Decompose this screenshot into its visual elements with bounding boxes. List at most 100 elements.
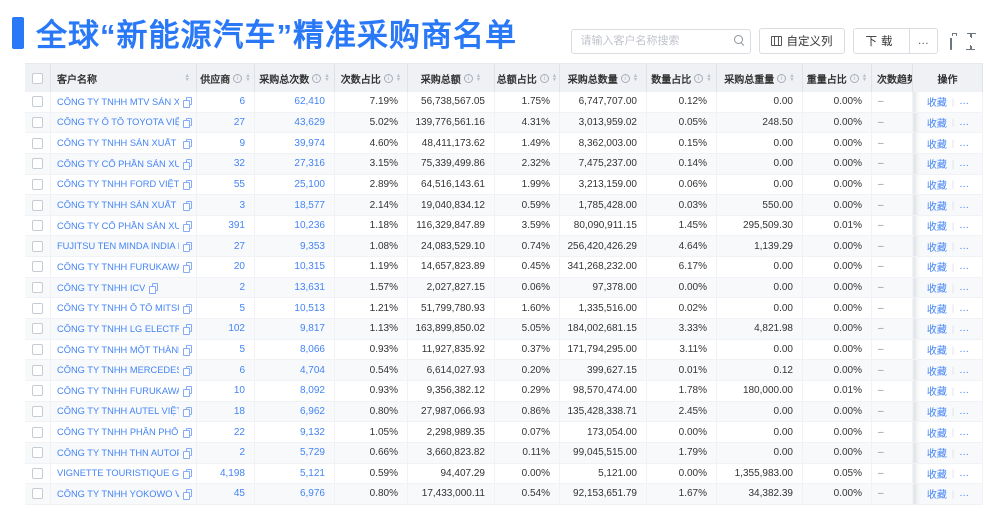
row-more-link[interactable]: …: [959, 199, 970, 211]
copy-icon[interactable]: [183, 427, 192, 439]
favorite-link[interactable]: 收藏: [926, 449, 947, 461]
copy-icon[interactable]: [183, 303, 192, 315]
row-checkbox[interactable]: [32, 220, 43, 232]
header-checkbox[interactable]: [32, 72, 43, 84]
customer-name-link[interactable]: FUJITSU TEN MINDA INDIA PVT...: [57, 241, 179, 252]
customer-name-link[interactable]: CÔNG TY CỔ PHẦN SẢN XUẤT...: [57, 220, 179, 231]
customer-name-link[interactable]: CÔNG TY TNHH FURUKAWA A...: [57, 261, 179, 272]
row-more-link[interactable]: …: [959, 137, 970, 149]
copy-icon[interactable]: [183, 221, 192, 232]
row-more-link[interactable]: …: [959, 96, 970, 108]
cell-value-link[interactable]: 39,974: [294, 137, 325, 149]
sort-icon[interactable]: ▲ ▼: [633, 73, 638, 83]
row-more-link[interactable]: …: [959, 302, 970, 314]
row-more-link[interactable]: …: [959, 116, 970, 128]
column-header-weight_pct[interactable]: 重量占比 i ▲ ▼: [803, 64, 872, 92]
row-more-link[interactable]: …: [959, 364, 970, 376]
customer-name-link[interactable]: CÔNG TY TNHH SẢN XUẤT VÀ ...: [57, 200, 179, 211]
search-icon[interactable]: [733, 34, 743, 44]
cell-value-link[interactable]: 5,121: [299, 467, 325, 479]
favorite-link[interactable]: 收藏: [926, 139, 947, 151]
row-more-link[interactable]: …: [959, 282, 970, 294]
download-more-button[interactable]: …: [908, 29, 937, 53]
favorite-link[interactable]: 收藏: [926, 490, 947, 502]
row-checkbox[interactable]: [32, 344, 43, 355]
copy-icon[interactable]: [149, 283, 159, 294]
row-checkbox[interactable]: [32, 364, 43, 376]
copy-icon[interactable]: [183, 345, 192, 356]
row-more-link[interactable]: …: [959, 467, 970, 479]
cell-value-link[interactable]: 10,236: [294, 220, 325, 232]
row-checkbox[interactable]: [32, 302, 43, 314]
column-header-qty_pct[interactable]: 数量占比 i ▲ ▼: [647, 64, 717, 92]
sort-icon[interactable]: ▲ ▼: [185, 73, 190, 83]
favorite-link[interactable]: 收藏: [926, 346, 947, 357]
favorite-link[interactable]: 收藏: [926, 407, 947, 419]
row-checkbox[interactable]: [32, 240, 43, 252]
sort-icon[interactable]: ▲ ▼: [789, 73, 794, 83]
customize-columns-button[interactable]: 自定义列: [758, 28, 845, 54]
cell-value-link[interactable]: 10: [233, 385, 245, 397]
info-icon[interactable]: i: [463, 73, 473, 83]
copy-icon[interactable]: [183, 241, 192, 253]
row-checkbox[interactable]: [32, 158, 43, 170]
row-checkbox[interactable]: [32, 447, 43, 459]
sort-icon[interactable]: ▲ ▼: [706, 73, 711, 83]
info-icon[interactable]: i: [233, 73, 243, 83]
column-header-weight[interactable]: 采购总重量 i ▲ ▼: [717, 64, 803, 92]
customer-name-link[interactable]: CÔNG TY TNHH PHÂN PHỐI T...: [57, 427, 179, 438]
cell-value-link[interactable]: 18,577: [294, 199, 325, 211]
cell-value-link[interactable]: 45: [233, 488, 245, 500]
row-checkbox[interactable]: [32, 488, 43, 500]
cell-value-link[interactable]: 32: [233, 158, 245, 170]
customer-name-link[interactable]: CÔNG TY TNHH THN AUTOPAR...: [57, 447, 179, 458]
copy-icon[interactable]: [183, 200, 192, 212]
info-icon[interactable]: i: [777, 73, 787, 83]
favorite-link[interactable]: 收藏: [926, 387, 947, 399]
sort-icon[interactable]: ▲ ▼: [476, 73, 481, 83]
sort-icon[interactable]: ▲ ▼: [552, 73, 557, 83]
cell-value-link[interactable]: 6: [239, 364, 245, 376]
row-more-link[interactable]: …: [959, 447, 970, 459]
cell-value-link[interactable]: 5,729: [299, 447, 325, 459]
cell-value-link[interactable]: 5: [239, 344, 245, 355]
customer-name-link[interactable]: CÔNG TY TNHH MERCEDES-B...: [57, 365, 179, 376]
row-checkbox[interactable]: [32, 426, 43, 438]
row-more-link[interactable]: …: [959, 158, 970, 170]
customer-name-link[interactable]: CÔNG TY TNHH YOKOWO VIỆT...: [57, 488, 179, 499]
row-checkbox[interactable]: [32, 116, 43, 128]
favorite-link[interactable]: 收藏: [926, 469, 947, 481]
customer-name-link[interactable]: VIGNETTE TOURISTIQUE G UNI...: [57, 468, 179, 479]
customer-name-link[interactable]: CÔNG TY Ô TÔ TOYOTA VIỆT ...: [57, 117, 179, 128]
cell-value-link[interactable]: 25,100: [294, 178, 325, 190]
favorite-link[interactable]: 收藏: [926, 160, 947, 172]
info-icon[interactable]: i: [849, 73, 859, 83]
copy-icon[interactable]: [183, 489, 192, 500]
customer-name-link[interactable]: CÔNG TY TNHH Ô TÔ MITSUBI...: [57, 303, 179, 314]
copy-icon[interactable]: [183, 324, 192, 335]
column-header-qty[interactable]: 采购总数量 i ▲ ▼: [560, 64, 647, 92]
cell-value-link[interactable]: 9,817: [299, 323, 325, 335]
favorite-link[interactable]: 收藏: [926, 263, 947, 275]
cell-value-link[interactable]: 55: [233, 178, 245, 190]
copy-icon[interactable]: [183, 386, 192, 397]
copy-icon[interactable]: [183, 138, 192, 150]
cell-value-link[interactable]: 4,198: [219, 467, 245, 479]
customer-name-link[interactable]: CÔNG TY TNHH AUTEL VIỆT N...: [57, 406, 179, 417]
copy-icon[interactable]: [183, 262, 192, 273]
row-checkbox[interactable]: [32, 405, 43, 417]
info-icon[interactable]: i: [383, 73, 393, 83]
row-more-link[interactable]: …: [959, 261, 970, 273]
cell-value-link[interactable]: 8,092: [299, 385, 325, 397]
cell-value-link[interactable]: 43,629: [294, 116, 325, 128]
column-header-name[interactable]: 客户名称 ▲ ▼: [51, 64, 197, 92]
copy-icon[interactable]: [183, 468, 192, 480]
cell-value-link[interactable]: 10,513: [294, 302, 325, 314]
favorite-link[interactable]: 收藏: [926, 304, 947, 316]
cell-value-link[interactable]: 22: [233, 426, 245, 438]
info-icon[interactable]: i: [539, 73, 549, 83]
column-header-amount[interactable]: 采购总额 i ▲ ▼: [408, 64, 495, 92]
row-more-link[interactable]: …: [959, 178, 970, 190]
favorite-link[interactable]: 收藏: [926, 325, 947, 337]
customer-name-link[interactable]: CÔNG TY TNHH FURUKAWA A...: [57, 385, 179, 396]
